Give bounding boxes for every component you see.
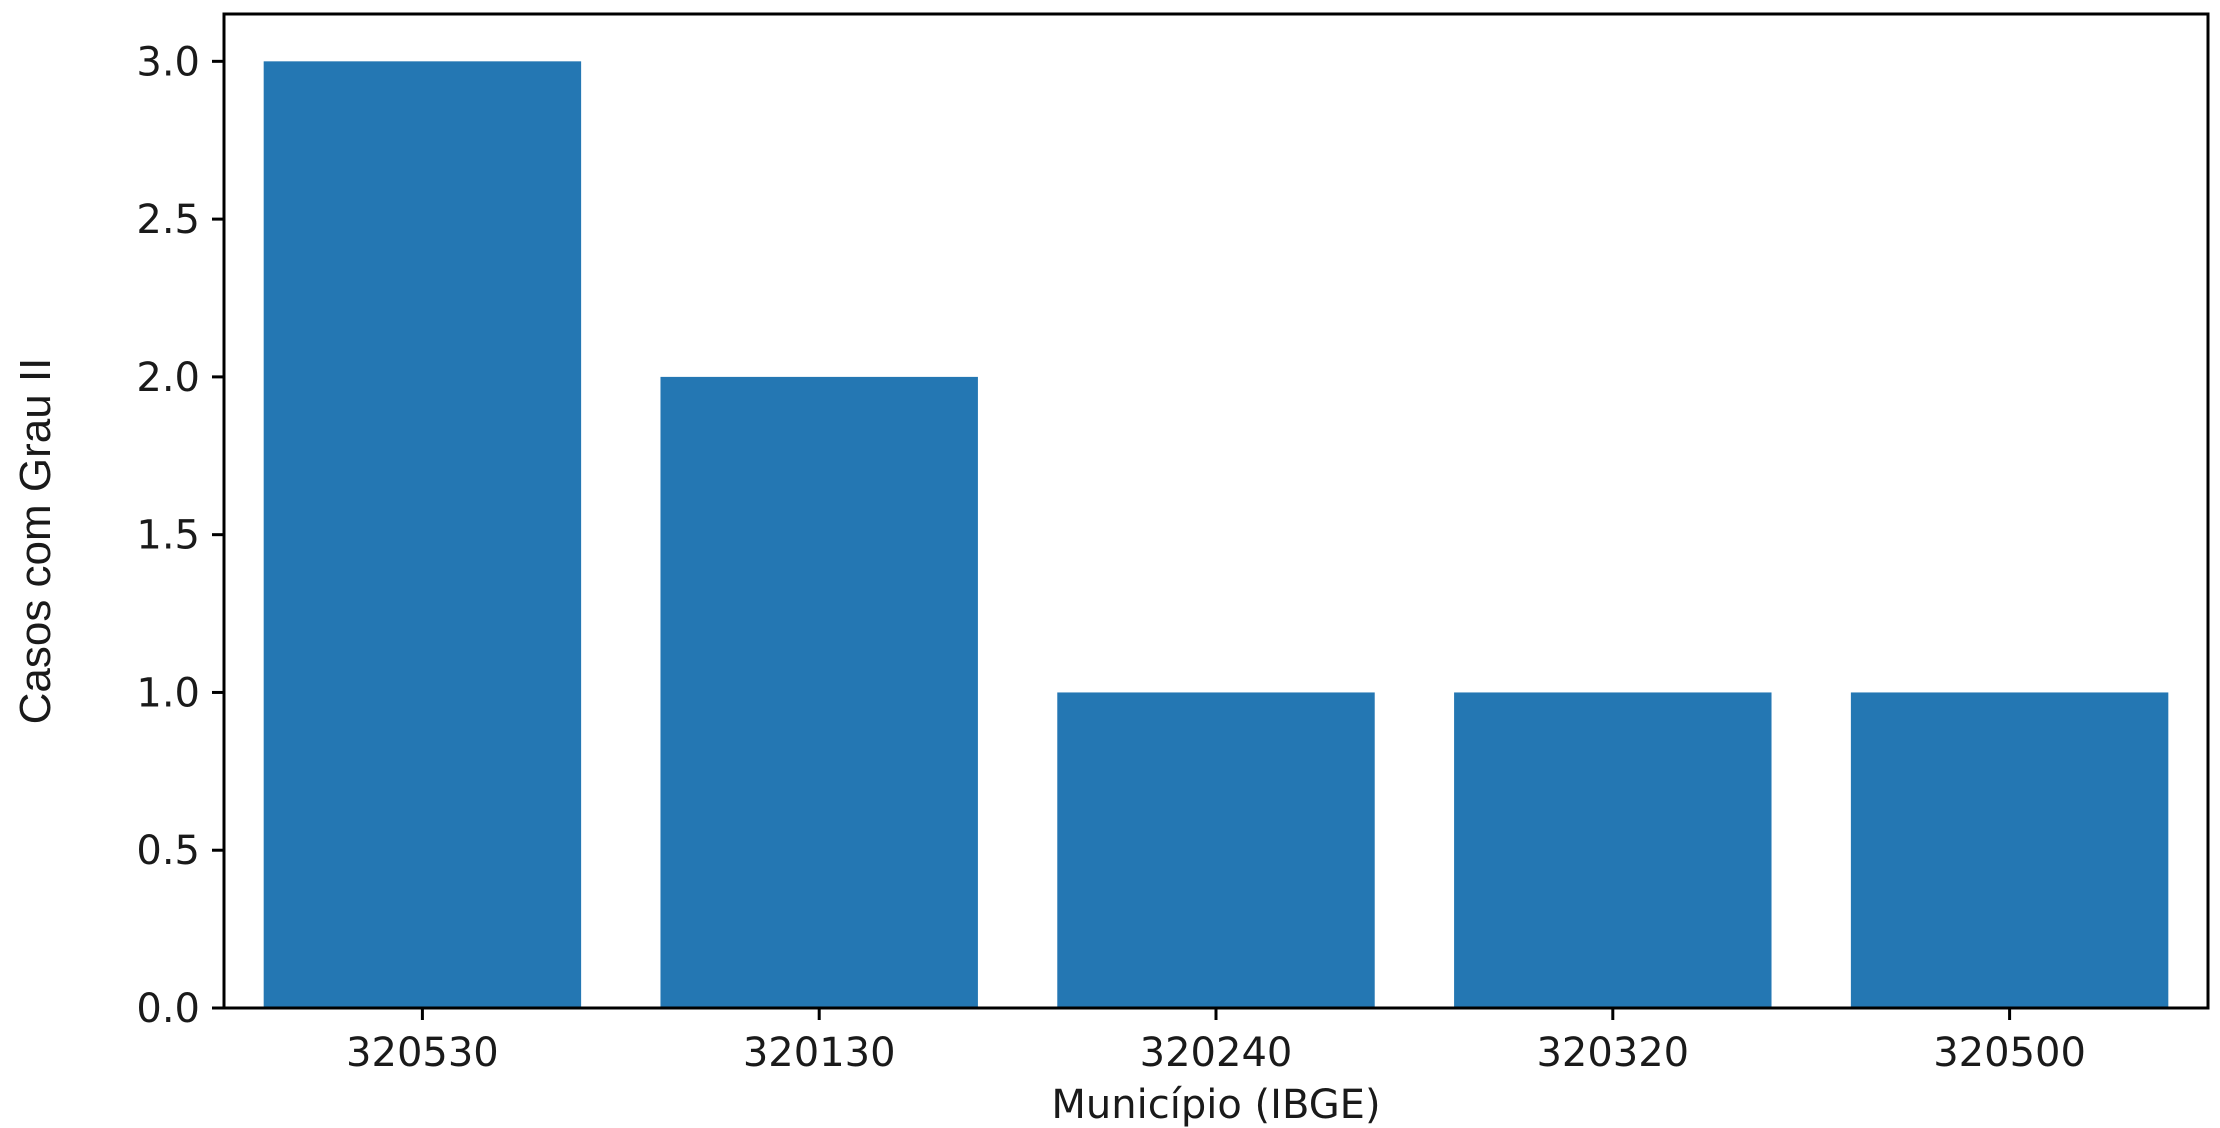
y-tick-label: 0.5	[136, 828, 200, 874]
plot-frame	[222, 12, 2210, 1010]
y-axis-ticks: 0.0 0.5 1.0 1.5 2.0 2.5 3.0	[136, 39, 224, 1032]
bars-group	[263, 61, 2169, 1009]
y-tick-label: 1.5	[136, 513, 200, 559]
y-tick-label: 2.0	[136, 355, 200, 401]
bar-320500	[1850, 692, 2169, 1008]
bar-320530	[263, 61, 582, 1009]
y-axis-title: Casos com Grau II	[11, 358, 60, 725]
bar-320240	[1057, 692, 1375, 1008]
x-tick-label: 320500	[1933, 1030, 2086, 1076]
y-tick-label: 0.0	[136, 986, 200, 1032]
y-tick-label: 3.0	[136, 39, 200, 85]
x-tick-label: 320130	[743, 1030, 896, 1076]
x-axis-title: Município (IBGE)	[1051, 1082, 1380, 1128]
bar-320320	[1454, 692, 1772, 1008]
x-tick-label: 320320	[1536, 1030, 1689, 1076]
x-tick-label: 320240	[1140, 1030, 1293, 1076]
x-axis-ticks: 320530 320130 320240 320320 320500	[346, 1008, 2086, 1076]
y-tick-label: 2.5	[136, 197, 200, 243]
x-tick-label: 320530	[346, 1030, 499, 1076]
bar-320130	[660, 376, 978, 1008]
y-tick-label: 1.0	[136, 670, 200, 716]
